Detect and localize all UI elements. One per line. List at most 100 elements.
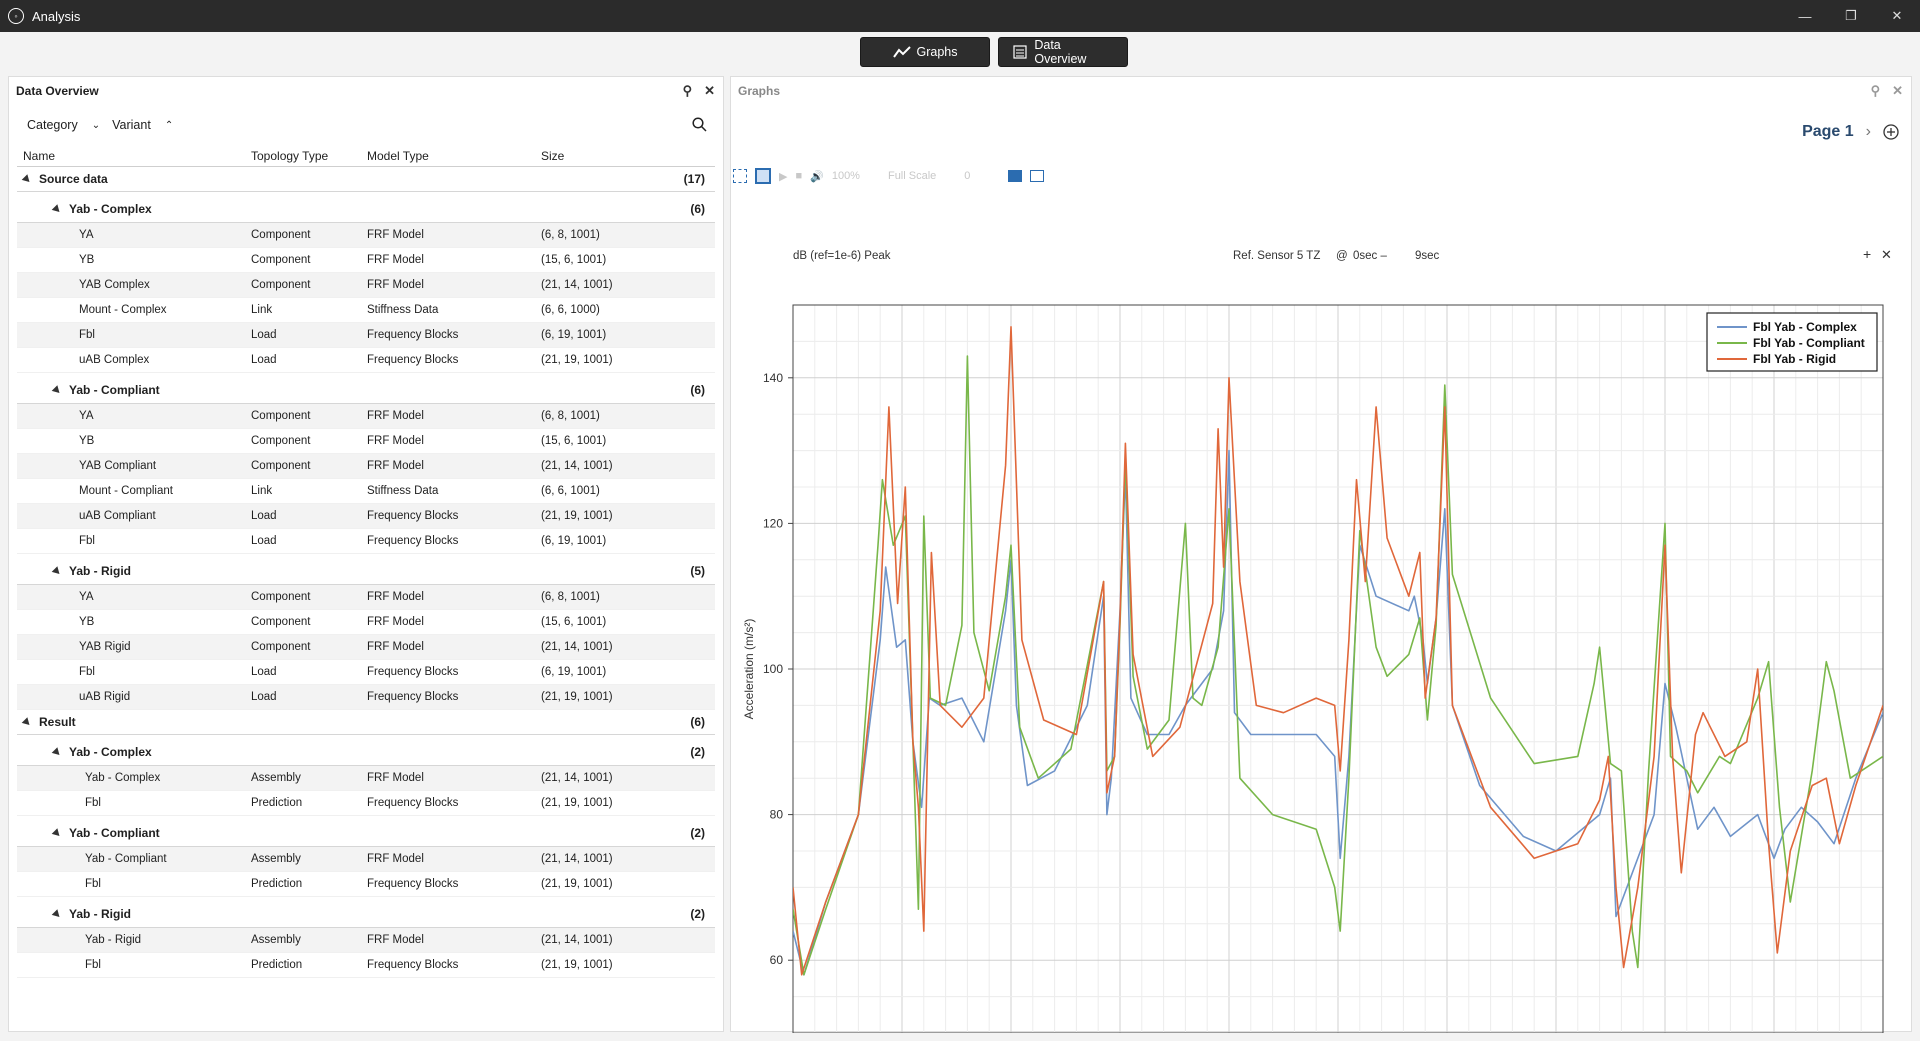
tree-subgroup[interactable]: Yab - Compliant (2) [17,816,715,847]
cell-size: (21, 14, 1001) [541,279,613,291]
group-label: Source data [39,172,108,186]
expand-triangle-icon[interactable] [51,909,63,920]
column-header[interactable]: Name [23,148,56,163]
table-row[interactable]: Fbl Load Frequency Blocks (6, 19, 1001) [17,660,715,685]
window-title: Analysis [32,8,81,24]
table-row[interactable]: Yab - Compliant Assembly FRF Model (21, 14,… [17,847,715,872]
table-row[interactable]: YAB Complex Component FRF Model (21, 14, 10… [17,273,715,298]
next-page-icon[interactable]: › [1865,123,1871,140]
table-row[interactable]: YA Component FRF Model (6, 8, 1001) [17,585,715,610]
stop-icon[interactable]: ■ [795,170,803,182]
expand-triangle-icon[interactable] [21,174,33,185]
minimize-icon[interactable]: — [1798,8,1812,24]
variant-dropdown[interactable]: Variant ⌃ [112,118,173,132]
add-page-icon[interactable] [1883,124,1899,140]
expand-triangle-icon[interactable] [51,747,63,758]
volume-icon: 🔊 [810,170,824,183]
legend-entry: Fbl Yab - Complex [1753,320,1857,334]
cell-model: Frequency Blocks [367,510,459,522]
table-row[interactable]: uAB Rigid Load Frequency Blocks (21, 19, 10… [17,685,715,710]
column-header[interactable]: Model Type [367,148,429,163]
group-count: (17) [683,172,705,186]
zoom-fit-icon[interactable] [755,168,771,184]
table-row[interactable]: Fbl Prediction Frequency Blocks (21, 19, 10… [17,953,715,978]
select-region-icon[interactable] [733,169,747,183]
table-row[interactable]: Mount - Compliant Link Stiffness Data (6, 6… [17,479,715,504]
expand-triangle-icon[interactable] [21,717,33,728]
pin-icon[interactable]: ⚲ [1870,83,1881,98]
tree-subgroup[interactable]: Yab - Complex (2) [17,735,715,766]
cell-size: (21, 19, 1001) [541,878,613,890]
series-line-2[interactable] [793,355,1883,976]
subgroup-label: Yab - Complex [69,202,152,216]
table-row[interactable]: YAB Compliant Component FRF Model (21, 14, … [17,454,715,479]
cell-size: (21, 19, 1001) [541,691,613,703]
export-icon[interactable] [1030,170,1045,182]
expand-triangle-icon[interactable] [51,566,63,577]
cell-size: (6, 6, 1000) [541,304,600,316]
series-line-3[interactable] [793,326,1883,976]
expand-triangle-icon[interactable] [51,828,63,839]
close-panel-icon[interactable]: ✕ [1892,83,1903,98]
table-row[interactable]: Yab - Complex Assembly FRF Model (21, 14, 1… [17,766,715,791]
restore-icon[interactable]: ❐ [1845,8,1857,23]
subgroup-label: Yab - Complex [69,745,152,759]
scale-mode[interactable]: Full Scale [887,170,937,182]
tree-rows: Yab - Compliant Assembly FRF Model (21, 14,… [17,847,715,897]
legend-entry: Fbl Yab - Compliant [1753,336,1865,350]
tree-subgroup[interactable]: Yab - Rigid (2) [17,897,715,928]
table-row[interactable]: uAB Compliant Load Frequency Blocks (21, 19… [17,504,715,529]
table-row[interactable]: Yab - Rigid Assembly FRF Model (21, 14, 100… [17,928,715,953]
cell-name: YAB Complex [79,279,150,291]
table-row[interactable]: uAB Complex Load Frequency Blocks (21, 19, … [17,348,715,373]
add-trace-icon[interactable]: + [1863,246,1871,262]
tree-group[interactable]: Result (6) [17,710,715,735]
data-overview-button[interactable]: Data Overview [998,37,1128,67]
cell-topology: Load [251,666,277,678]
table-row[interactable]: Fbl Prediction Frequency Blocks (21, 19, 10… [17,872,715,897]
search-icon[interactable] [692,117,707,135]
zoom-level[interactable]: 100% [831,170,860,182]
copy-graph-icon[interactable] [1008,170,1023,182]
tree-group[interactable]: Source data (17) [17,167,715,192]
graphs-button[interactable]: Graphs [860,37,990,67]
table-row[interactable]: YA Component FRF Model (6, 8, 1001) [17,223,715,248]
cell-model: Frequency Blocks [367,354,459,366]
tree-subgroup[interactable]: Yab - Complex (6) [17,192,715,223]
y-tick-label: 140 [763,371,783,385]
column-header[interactable]: Size [541,148,565,163]
close-panel-icon[interactable]: ✕ [704,83,715,98]
tree-subgroup[interactable]: Yab - Rigid (5) [17,554,715,585]
table-row[interactable]: YB Component FRF Model (15, 6, 1001) [17,610,715,635]
cell-name: Yab - Compliant [85,853,167,865]
table-row[interactable]: YB Component FRF Model (15, 6, 1001) [17,429,715,454]
play-icon[interactable]: ▶ [779,170,788,183]
close-graph-icon[interactable]: ✕ [1881,247,1892,262]
table-row[interactable]: YAB Rigid Component FRF Model (21, 14, 1001… [17,635,715,660]
expand-triangle-icon[interactable] [51,204,63,215]
column-header[interactable]: Topology Type [251,148,329,163]
cell-size: (15, 6, 1001) [541,616,607,628]
table-row[interactable]: Fbl Load Frequency Blocks (6, 19, 1001) [17,529,715,554]
table-row[interactable]: YA Component FRF Model (6, 8, 1001) [17,404,715,429]
expand-triangle-icon[interactable] [51,385,63,396]
table-row[interactable]: Fbl Load Frequency Blocks (6, 19, 1001) [17,323,715,348]
category-dropdown[interactable]: Category ⌄ [27,118,100,132]
table-row[interactable]: YB Component FRF Model (15, 6, 1001) [17,248,715,273]
table-row[interactable]: Mount - Complex Link Stiffness Data (6, 6, … [17,298,715,323]
cell-size: (6, 19, 1001) [541,329,607,341]
cell-topology: Component [251,254,311,266]
table-row[interactable]: Fbl Prediction Frequency Blocks (21, 19, 10… [17,791,715,816]
pin-icon[interactable]: ⚲ [682,83,693,98]
cell-model: Frequency Blocks [367,959,459,971]
series-line-1[interactable] [793,449,1883,976]
scale-value[interactable]: 0 [964,170,971,182]
tree-subgroup[interactable]: Yab - Compliant (6) [17,373,715,404]
cell-topology: Component [251,460,311,472]
reference-sensor-dropdown: Ref. Sensor 5 TZ [1233,250,1320,262]
cell-name: Mount - Compliant [79,485,173,497]
close-icon[interactable]: ✕ [1891,8,1903,23]
cell-size: (21, 14, 1001) [541,853,613,865]
frf-chart[interactable]: dB (ref=1e-6) Peak Ref. Sensor 5 TZ @0sec … [731,203,1911,1038]
tree-rows: YA Component FRF Model (6, 8, 1001) YB Compon… [17,404,715,554]
